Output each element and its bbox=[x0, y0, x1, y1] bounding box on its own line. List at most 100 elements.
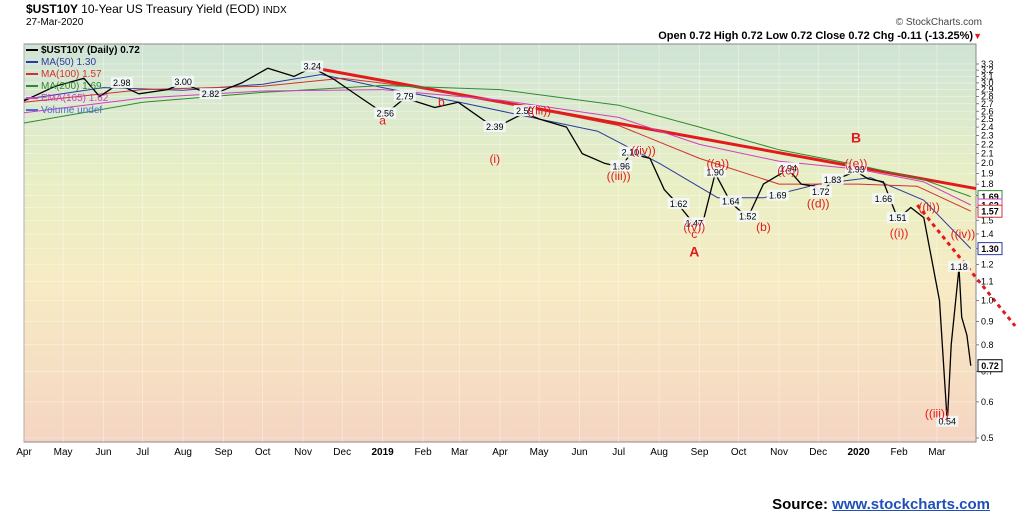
wave-label: ((e)) bbox=[845, 156, 868, 170]
x-tick-label: Oct bbox=[731, 447, 747, 458]
chart-symbol: $UST10Y 10-Year US Treasury Yield (EOD) … bbox=[26, 2, 287, 16]
y-tick-label: 2.6 bbox=[981, 106, 994, 116]
price-label-box bbox=[301, 60, 324, 72]
x-tick-label: Nov bbox=[294, 447, 312, 458]
price-label: 1.64 bbox=[722, 197, 740, 207]
price-label: 1.52 bbox=[739, 212, 757, 222]
y-tick-label: 1.5 bbox=[981, 215, 994, 225]
price-label: 1.72 bbox=[812, 187, 830, 197]
y-tick-label: 0.9 bbox=[981, 317, 994, 327]
price-label-box bbox=[948, 260, 971, 272]
legend-item: EMA(165) 1.62 bbox=[26, 93, 140, 105]
price-label-box bbox=[704, 166, 727, 178]
value-tag-box bbox=[977, 359, 1003, 373]
price-label: 3.24 bbox=[303, 62, 321, 72]
x-tick-label: Aug bbox=[650, 447, 668, 458]
watermark: © StockCharts.com bbox=[895, 17, 982, 28]
trendline bbox=[916, 204, 1017, 327]
x-tick-label: Sep bbox=[215, 447, 233, 458]
x-tick-label: Mar bbox=[451, 447, 469, 458]
price-label-box bbox=[936, 415, 959, 427]
legend-swatch bbox=[26, 49, 38, 52]
wave-label: ((d)) bbox=[807, 196, 830, 210]
wave-label: ((c)) bbox=[777, 163, 799, 177]
value-tag: 1.30 bbox=[981, 244, 999, 254]
value-tag-box bbox=[977, 204, 1003, 218]
value-tag-box bbox=[977, 242, 1003, 256]
x-tick-label: Sep bbox=[691, 447, 709, 458]
price-label: 1.93 bbox=[847, 164, 865, 174]
price-label: 1.96 bbox=[613, 161, 631, 171]
y-tick-label: 1.4 bbox=[981, 229, 994, 239]
y-tick-label: 1.2 bbox=[981, 259, 994, 269]
price-label: 3.00 bbox=[174, 77, 192, 87]
price-label: 1.18 bbox=[950, 262, 968, 272]
wave-label: ((v)) bbox=[683, 220, 705, 234]
price-label: 2.79 bbox=[396, 91, 414, 101]
wave-label: ((iii)) bbox=[925, 406, 949, 420]
price-label-box bbox=[821, 173, 844, 185]
wave-labels: ab(i)((iii))((iii))((iv))((v))cA((a))(b)… bbox=[379, 95, 975, 420]
wave-label: B bbox=[851, 130, 861, 146]
y-tick-label: 3.3 bbox=[981, 59, 994, 69]
moving-average-line bbox=[23, 85, 971, 198]
wave-label: (b) bbox=[756, 220, 771, 234]
price-label-box bbox=[172, 75, 195, 87]
x-tick-label: Jul bbox=[612, 447, 625, 458]
wave-label: b bbox=[438, 95, 445, 109]
legend-label: MA(100) 1.57 bbox=[41, 69, 102, 80]
x-tick-label: Apr bbox=[492, 447, 508, 458]
ohlc-text: Open 0.72 High 0.72 Low 0.72 Close 0.72 … bbox=[658, 30, 974, 42]
value-tag: 1.57 bbox=[981, 207, 999, 217]
price-label-box bbox=[374, 107, 397, 119]
legend-label: MA(50) 1.30 bbox=[41, 57, 97, 68]
description-text: 10-Year US Treasury Yield (EOD) bbox=[81, 2, 260, 16]
y-tick-label: 0.5 bbox=[981, 433, 994, 443]
source-label: Source: bbox=[772, 496, 828, 513]
price-label: 2.56 bbox=[376, 108, 394, 118]
legend-item: MA(50) 1.30 bbox=[26, 57, 140, 69]
y-tick-label: 2.4 bbox=[981, 122, 994, 132]
wave-label: A bbox=[689, 243, 699, 259]
y-tick-label: 3.2 bbox=[981, 65, 994, 75]
wave-label: c bbox=[691, 227, 697, 241]
x-axis-ticks: Apr May Jun Jul Aug Sep Oct Nov Dec 2019 Feb Mar Apr… bbox=[16, 447, 946, 458]
x-tick-label: May bbox=[54, 447, 73, 458]
price-label-box bbox=[886, 211, 909, 223]
y-tick-label: 1.1 bbox=[981, 277, 994, 287]
ohlc-readout: Open 0.72 High 0.72 Low 0.72 Close 0.72 … bbox=[658, 30, 982, 42]
wave-label: ((iv)) bbox=[631, 144, 656, 158]
legend: $UST10Y (Daily) 0.72 MA(50) 1.30 MA(100) 1… bbox=[26, 45, 140, 117]
x-tick-label: Mar bbox=[928, 447, 946, 458]
wave-label: (i) bbox=[489, 152, 500, 166]
legend-swatch bbox=[26, 73, 38, 76]
price-label: 1.90 bbox=[706, 167, 724, 177]
exchange-text: INDX bbox=[262, 5, 287, 16]
price-label: 1.94 bbox=[779, 163, 797, 173]
legend-swatch bbox=[26, 85, 38, 88]
y-tick-label: 1.8 bbox=[981, 179, 994, 189]
y-tick-label: 2.9 bbox=[981, 85, 994, 95]
price-label: 2.98 bbox=[113, 78, 131, 88]
x-tick-label: Dec bbox=[333, 447, 351, 458]
price-label-box bbox=[872, 193, 895, 205]
wave-label: a bbox=[379, 114, 386, 128]
y-tick-label: 1.9 bbox=[981, 168, 994, 178]
price-label: 2.10 bbox=[622, 148, 640, 158]
wave-label: ((iii)) bbox=[527, 103, 551, 117]
legend-item: MA(200) 1.69 bbox=[26, 81, 140, 93]
price-label: 2.39 bbox=[486, 122, 504, 132]
price-label-box bbox=[483, 120, 506, 132]
price-label-box bbox=[766, 189, 789, 201]
value-tag: 1.69 bbox=[981, 192, 999, 202]
x-tick-label: May bbox=[530, 447, 549, 458]
source-link[interactable]: www.stockcharts.com bbox=[832, 496, 990, 513]
y-tick-label: 1.0 bbox=[981, 296, 994, 306]
legend-swatch bbox=[26, 109, 38, 112]
price-label: 1.62 bbox=[670, 199, 688, 209]
price-label-box bbox=[619, 146, 642, 158]
x-tick-label: Apr bbox=[16, 447, 32, 458]
legend-item: Volume undef bbox=[26, 105, 140, 117]
price-label: 1.47 bbox=[686, 218, 704, 228]
